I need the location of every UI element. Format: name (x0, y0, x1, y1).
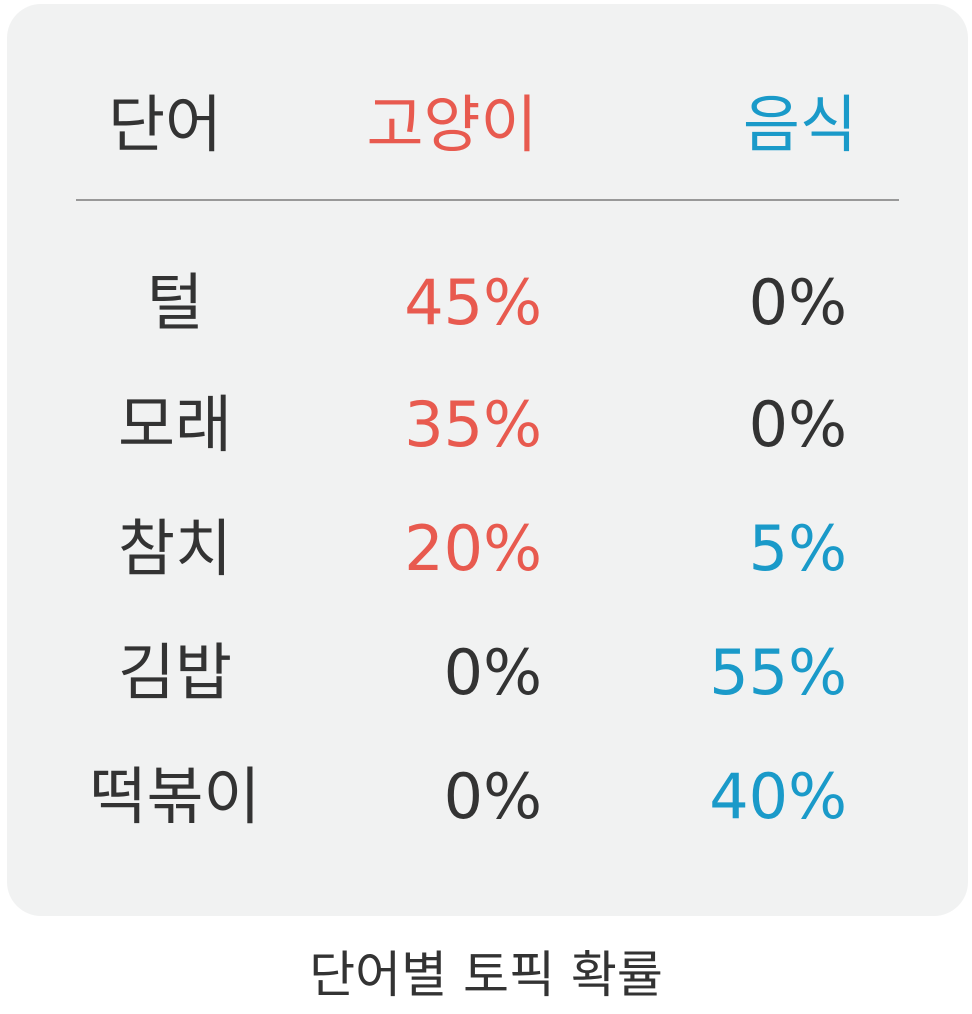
table-row: 김밥 0% 55% (7, 642, 968, 712)
header-divider (76, 199, 899, 201)
row-food-value: 0% (748, 388, 847, 461)
table-row: 참치 20% 5% (7, 518, 968, 588)
topic-probability-table: 단어 고양이 음식 털 45% 0% 모래 35% 0% 참치 20% 5% 김… (7, 4, 968, 916)
table-row: 떡볶이 0% 40% (7, 766, 968, 836)
row-food-value: 40% (709, 760, 847, 833)
probability-card: 단어 고양이 음식 털 45% 0% 모래 35% 0% 참치 20% 5% 김… (7, 4, 968, 916)
table-row: 털 45% 0% (7, 272, 968, 342)
row-cat-value: 0% (443, 760, 542, 833)
header-cat: 고양이 (366, 88, 538, 161)
header-food: 음식 (742, 88, 857, 161)
row-food-value: 5% (748, 512, 847, 585)
row-cat-value: 0% (443, 636, 542, 709)
header-word: 단어 (107, 88, 223, 161)
table-caption: 단어별 토픽 확률 (309, 946, 663, 1004)
row-food-value: 0% (748, 266, 847, 339)
row-word: 김밥 (117, 636, 233, 709)
row-cat-value: 20% (404, 512, 542, 585)
row-word: 모래 (117, 388, 233, 461)
row-cat-value: 35% (404, 388, 542, 461)
row-word: 참치 (117, 512, 233, 585)
row-food-value: 55% (709, 636, 847, 709)
row-word: 떡볶이 (89, 760, 261, 833)
row-word: 털 (146, 266, 204, 339)
table-row: 모래 35% 0% (7, 394, 968, 464)
row-cat-value: 45% (404, 266, 542, 339)
